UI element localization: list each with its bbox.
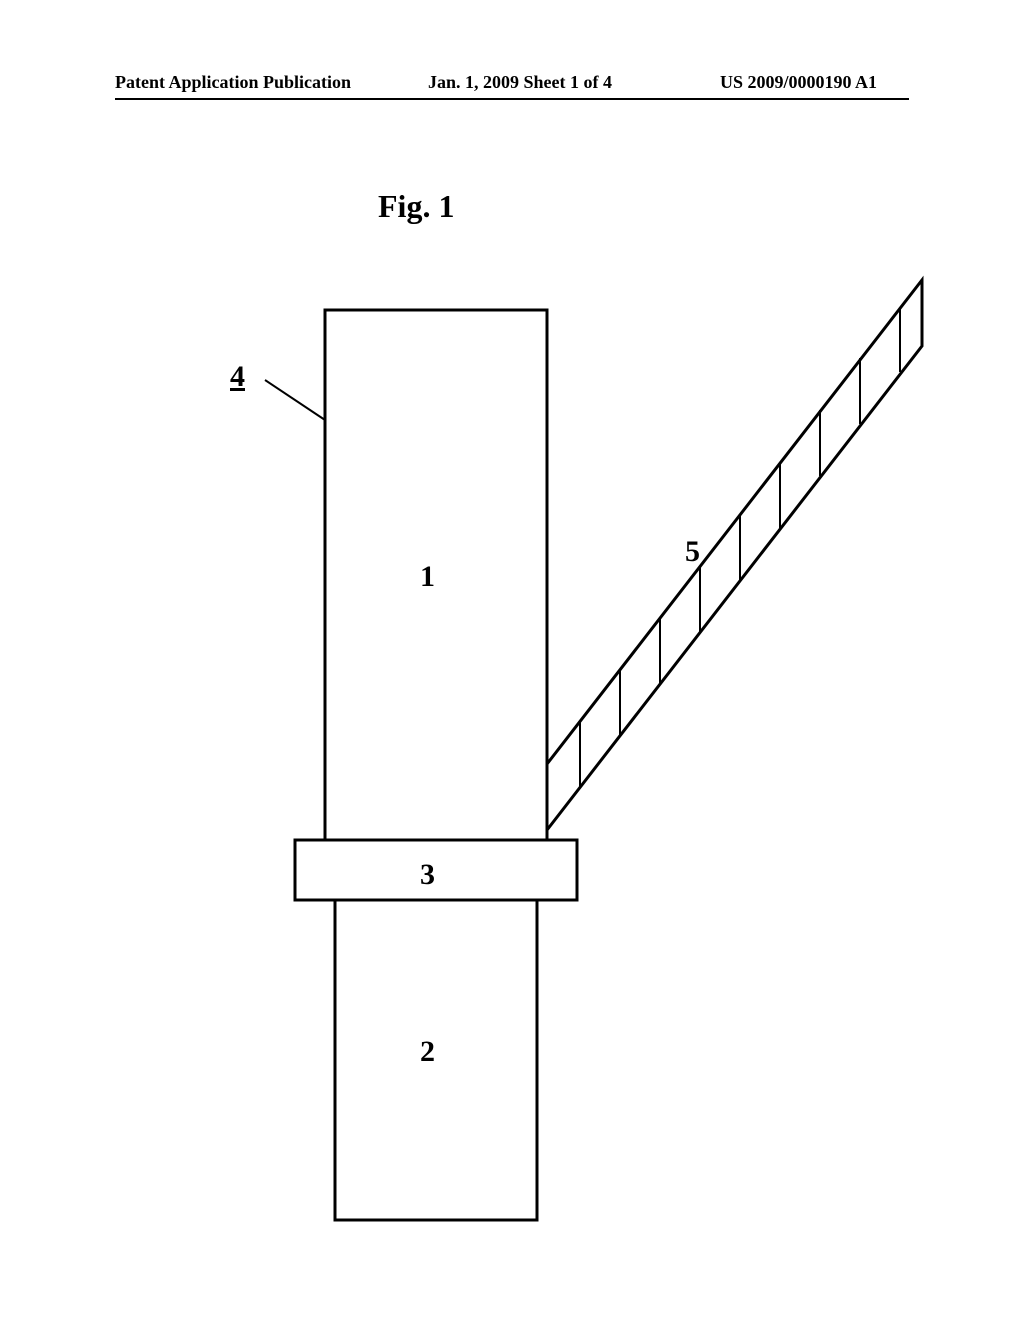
figure-title: Fig. 1	[378, 188, 454, 225]
label-5: 5	[685, 535, 700, 569]
header-rule	[115, 98, 909, 100]
figure-drawing	[130, 260, 930, 1260]
label-4: 4	[230, 360, 245, 394]
label-2: 2	[420, 1035, 435, 1069]
header-right: US 2009/0000190 A1	[720, 72, 877, 93]
header-left: Patent Application Publication	[115, 72, 351, 93]
header-center: Jan. 1, 2009 Sheet 1 of 4	[428, 72, 612, 93]
label-3: 3	[420, 858, 435, 892]
page: Patent Application Publication Jan. 1, 2…	[0, 0, 1024, 1320]
label-1: 1	[420, 560, 435, 594]
